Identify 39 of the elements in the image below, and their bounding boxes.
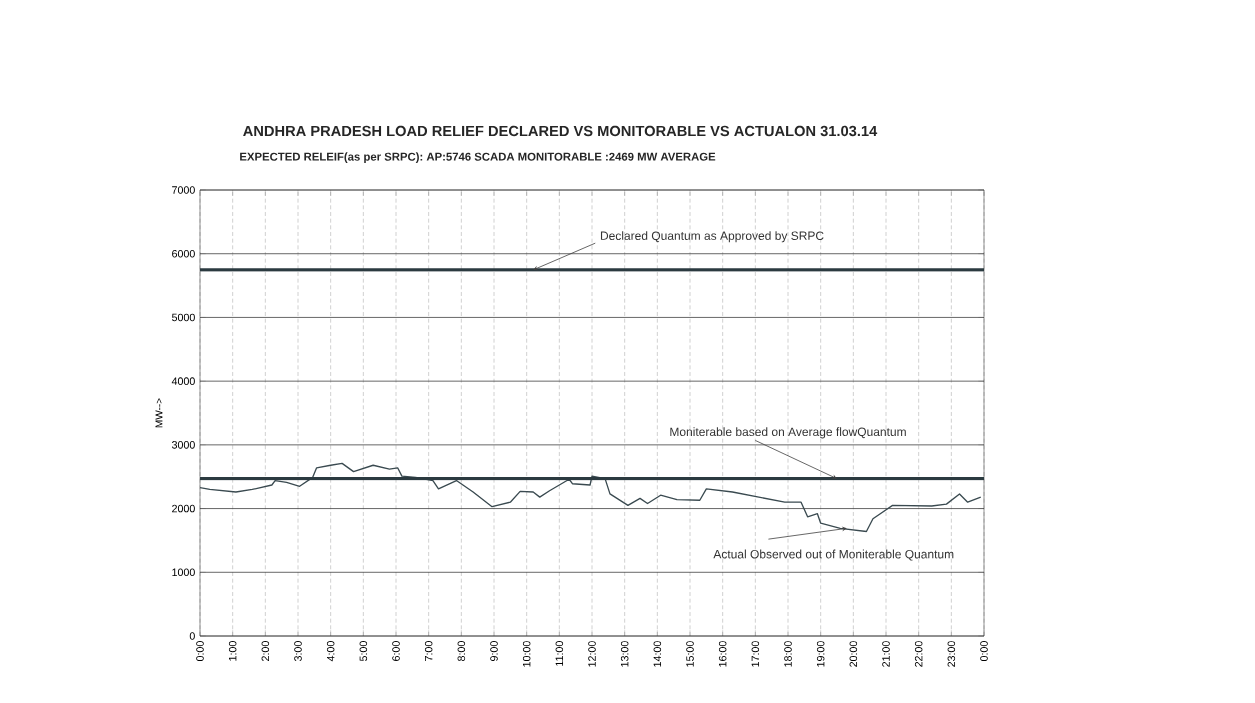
x-tick-label: 4:00: [326, 641, 335, 662]
y-tick-label: 3000: [171, 441, 195, 449]
x-tick-label: 10:00: [522, 641, 531, 667]
x-tick-label: 9:00: [490, 641, 498, 661]
y-tick-label: 4000: [171, 377, 195, 385]
y-tick-label: 2000: [172, 504, 195, 513]
x-tick-label: 3:00: [294, 641, 302, 662]
x-tick-label: 17:00: [751, 641, 760, 667]
x-tick-label: 15:00: [686, 641, 694, 667]
annotation: Moniterable based on Average flowQuantum: [670, 427, 906, 439]
x-tick-label: 7:00: [424, 641, 433, 661]
x-tick-label: 14:00: [653, 641, 662, 667]
y-tick-label: 0: [189, 632, 195, 640]
y-tick-label: 7000: [172, 186, 195, 194]
x-tick-label: 11:00: [555, 641, 564, 666]
chart-subtitle: EXPECTED RELEIF(as per SRPC): AP:5746 SCADA MONITORABLE :2469 MW AVERAGE: [240, 152, 716, 163]
x-tick-label: 8:00: [457, 641, 466, 662]
x-tick-label: 2:00: [261, 641, 270, 661]
x-tick-label: 13:00: [620, 641, 629, 667]
x-tick-label: 0:00: [196, 641, 204, 662]
x-tick-label: 19:00: [816, 641, 825, 667]
annotation: Declared Quantum as Approved by SRPC: [600, 231, 824, 243]
y-axis-title: MW-->: [155, 398, 163, 428]
x-tick-label: 18:00: [784, 641, 792, 667]
x-tick-label: 5:00: [359, 641, 368, 662]
x-tick-label: 16:00: [718, 641, 727, 667]
x-tick-label: 6:00: [392, 641, 400, 661]
x-tick-label: 20:00: [849, 641, 858, 667]
x-tick-label: 22:00: [914, 641, 923, 667]
y-tick-label: 5000: [171, 313, 195, 322]
y-tick-label: 1000: [172, 568, 195, 577]
x-tick-label: 1:00: [228, 641, 237, 661]
y-tick-label: 6000: [172, 249, 195, 258]
chart-title: ANDHRA PRADESH LOAD RELIEF DECLARED VS MONITORABLE VS ACTUALON 31.03.14: [243, 125, 878, 137]
x-tick-label: 0:00: [980, 641, 988, 662]
x-tick-label: 23:00: [947, 641, 956, 667]
x-tick-label: 21:00: [882, 641, 890, 667]
x-tick-label: 12:00: [588, 641, 596, 667]
annotation: Actual Observed out of Moniterable Quantum: [713, 549, 954, 561]
